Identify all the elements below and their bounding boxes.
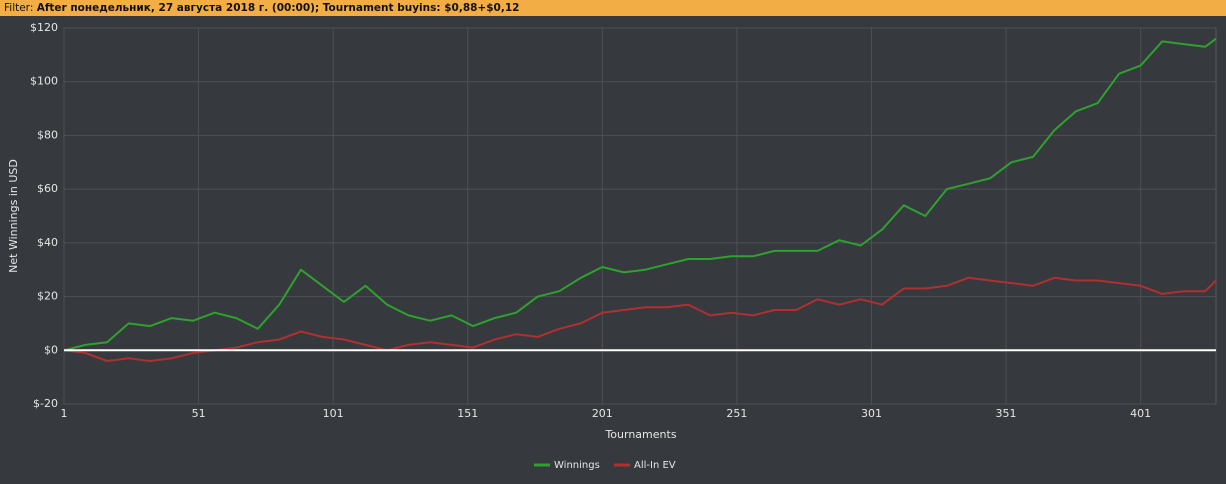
y-tick-label: $20 (37, 290, 58, 303)
x-tick-label: 351 (996, 407, 1017, 420)
filter-text: After понедельник, 27 августа 2018 г. (0… (36, 2, 520, 14)
x-tick-label: 51 (192, 407, 206, 420)
y-tick-label: $80 (37, 128, 58, 141)
y-axis-title: Net Winnings in USD (7, 159, 20, 273)
y-tick-label: $0 (44, 343, 58, 356)
y-tick-label: $-20 (33, 397, 58, 410)
x-tick-label: 1 (61, 407, 68, 420)
series-line (63, 276, 1217, 362)
y-tick-label: $40 (37, 236, 58, 249)
y-tick-label: $60 (37, 182, 58, 195)
y-tick-label: $120 (30, 21, 58, 34)
x-tick-label: 201 (592, 407, 613, 420)
legend-label: Winnings (554, 460, 600, 471)
y-tick-label: $100 (30, 75, 58, 88)
x-tick-label: 101 (323, 407, 344, 420)
filter-label: Filter: (4, 2, 34, 14)
legend-label: All-In EV (634, 460, 676, 471)
filter-bar: Filter: After понедельник, 27 августа 20… (0, 0, 1226, 16)
x-tick-label: 301 (861, 407, 882, 420)
series-line (63, 37, 1217, 352)
x-tick-label: 151 (457, 407, 478, 420)
x-tick-label: 251 (726, 407, 747, 420)
x-tick-label: 401 (1130, 407, 1151, 420)
chart: Tournaments Net Winnings in USD $-20 $0 $2… (7, 21, 1217, 471)
x-axis-title: Tournaments (604, 428, 676, 441)
